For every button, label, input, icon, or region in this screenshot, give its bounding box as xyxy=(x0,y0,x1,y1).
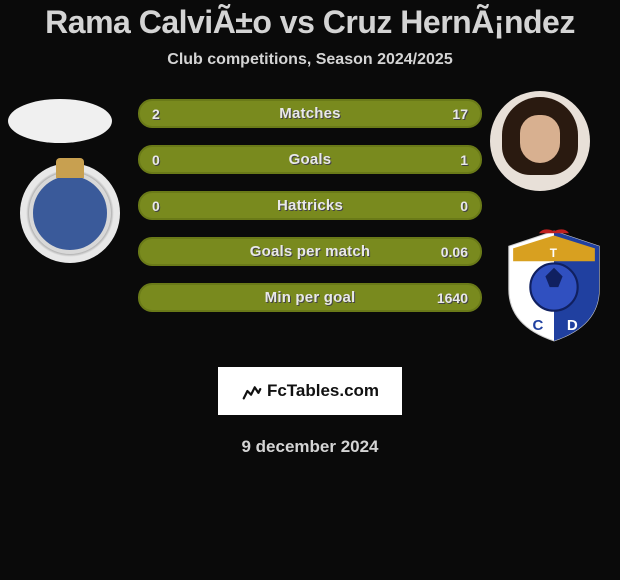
player-left-avatar xyxy=(8,99,112,143)
stat-label: Goals per match xyxy=(250,243,371,260)
player-right-face xyxy=(520,115,560,163)
svg-text:T: T xyxy=(550,246,558,260)
stat-right-value: 1 xyxy=(460,152,468,168)
stat-left-value: 0 xyxy=(152,152,160,168)
stat-bar-goals-per-match: Goals per match 0.06 xyxy=(138,237,482,266)
footer-date: 9 december 2024 xyxy=(0,437,620,457)
shield-icon: C D T xyxy=(500,229,608,343)
stat-left-value: 2 xyxy=(152,106,160,122)
stat-label: Matches xyxy=(279,105,340,122)
stat-bars: 2 Matches 17 0 Goals 1 0 Hattricks 0 Goa… xyxy=(138,99,482,329)
stat-label: Min per goal xyxy=(265,289,356,306)
stat-left-value: 0 xyxy=(152,198,160,214)
stat-right-value: 0.06 xyxy=(441,244,468,260)
comparison-card: Rama CalviÃ±o vs Cruz HernÃ¡ndez Club co… xyxy=(0,0,620,457)
stat-right-value: 0 xyxy=(460,198,468,214)
club-left-badge-inner xyxy=(29,172,111,254)
stat-bar-min-per-goal: Min per goal 1640 xyxy=(138,283,482,312)
stat-right-value: 17 xyxy=(452,106,468,122)
club-left-badge xyxy=(20,163,120,263)
stat-label: Goals xyxy=(289,151,332,168)
svg-text:D: D xyxy=(567,317,578,334)
brand-box: FcTables.com xyxy=(218,367,402,415)
brand-text: FcTables.com xyxy=(267,381,379,401)
page-title: Rama CalviÃ±o vs Cruz HernÃ¡ndez xyxy=(0,4,620,41)
brand-logo-icon xyxy=(241,380,263,402)
stat-label: Hattricks xyxy=(277,197,343,214)
svg-text:C: C xyxy=(532,317,543,334)
stat-bar-hattricks: 0 Hattricks 0 xyxy=(138,191,482,220)
compare-area: C D T 2 Matches 17 0 Goals 1 0 Hattricks… xyxy=(0,99,620,359)
player-right-avatar xyxy=(490,91,590,191)
page-subtitle: Club competitions, Season 2024/2025 xyxy=(0,51,620,69)
stat-bar-goals: 0 Goals 1 xyxy=(138,145,482,174)
stat-right-value: 1640 xyxy=(437,290,468,306)
stat-bar-matches: 2 Matches 17 xyxy=(138,99,482,128)
club-right-badge: C D T xyxy=(500,229,608,343)
